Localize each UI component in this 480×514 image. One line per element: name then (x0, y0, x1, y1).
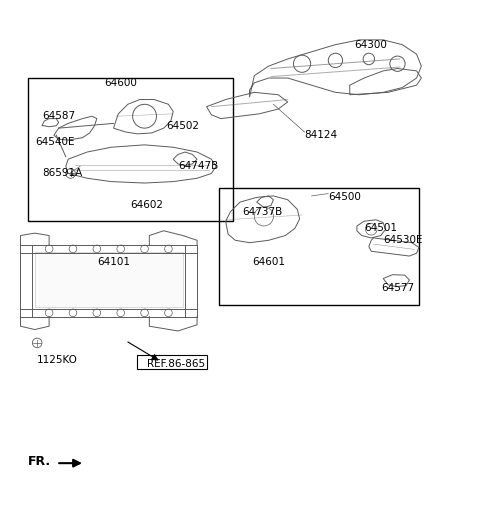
Text: 64602: 64602 (130, 199, 163, 210)
Text: 64101: 64101 (97, 257, 130, 267)
Text: FR.: FR. (28, 455, 51, 468)
Text: 64500: 64500 (328, 192, 361, 203)
Text: 64577: 64577 (381, 283, 414, 293)
Bar (28, 78, 233, 221)
Text: 64747B: 64747B (178, 161, 218, 171)
Text: 1125KO: 1125KO (37, 355, 78, 364)
Text: 64587: 64587 (42, 111, 75, 121)
Text: 64601: 64601 (252, 257, 285, 267)
Text: REF.86-865: REF.86-865 (147, 359, 205, 370)
Bar (35, 252, 183, 307)
Bar (218, 188, 419, 305)
Text: 64501: 64501 (364, 224, 397, 233)
Text: 86591A: 86591A (42, 169, 82, 178)
Text: 84124: 84124 (304, 131, 337, 140)
Text: 64737B: 64737B (242, 207, 283, 217)
Text: 64600: 64600 (104, 78, 137, 88)
Bar (137, 355, 206, 369)
Text: 64300: 64300 (355, 40, 387, 50)
Text: 64502: 64502 (166, 121, 199, 131)
Text: 64540E: 64540E (36, 137, 75, 148)
Text: 64530E: 64530E (383, 235, 423, 245)
